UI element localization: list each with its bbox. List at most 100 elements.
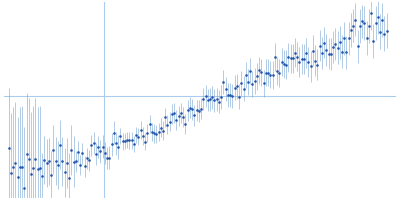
Point xyxy=(247,69,254,72)
Point xyxy=(104,156,110,159)
Point xyxy=(236,95,242,98)
Point xyxy=(120,140,126,143)
Point xyxy=(144,131,150,134)
Point xyxy=(48,174,54,177)
Point xyxy=(263,71,269,74)
Point xyxy=(23,153,30,156)
Point xyxy=(88,144,95,147)
Point xyxy=(292,51,298,54)
Point xyxy=(164,123,171,126)
Point xyxy=(303,51,309,55)
Point xyxy=(149,131,155,134)
Point xyxy=(79,151,86,155)
Point xyxy=(39,174,45,178)
Point xyxy=(131,142,137,146)
Point xyxy=(61,171,68,174)
Point xyxy=(220,81,227,84)
Point xyxy=(287,57,294,60)
Point xyxy=(8,172,14,175)
Point xyxy=(301,58,307,61)
Point xyxy=(377,30,383,33)
Point xyxy=(77,163,84,167)
Point xyxy=(234,85,240,88)
Point xyxy=(158,126,164,129)
Point xyxy=(82,165,88,168)
Point xyxy=(191,114,198,117)
Point xyxy=(214,98,220,101)
Point xyxy=(124,138,130,141)
Point xyxy=(180,115,186,118)
Point xyxy=(171,111,177,114)
Point xyxy=(184,109,191,112)
Point xyxy=(290,57,296,60)
Point xyxy=(182,122,188,125)
Point xyxy=(202,95,209,98)
Point xyxy=(343,51,350,54)
Point xyxy=(142,140,148,143)
Point xyxy=(334,46,341,49)
Point xyxy=(46,160,52,163)
Point xyxy=(6,146,12,149)
Point xyxy=(68,148,74,152)
Point xyxy=(363,36,370,40)
Point xyxy=(267,73,274,76)
Point xyxy=(93,152,99,155)
Point xyxy=(189,108,195,111)
Point xyxy=(34,167,41,170)
Point xyxy=(66,177,72,180)
Point xyxy=(198,107,204,110)
Point xyxy=(200,97,206,100)
Point xyxy=(64,162,70,165)
Point xyxy=(209,96,216,99)
Point xyxy=(70,160,77,163)
Point xyxy=(173,118,180,122)
Point xyxy=(332,42,338,46)
Point xyxy=(249,82,256,85)
Point xyxy=(245,80,251,84)
Point xyxy=(19,165,25,169)
Point xyxy=(381,32,388,35)
Point xyxy=(242,73,249,77)
Point xyxy=(225,94,231,97)
Point xyxy=(151,132,157,135)
Point xyxy=(272,56,278,59)
Point xyxy=(366,24,372,27)
Point xyxy=(211,99,218,102)
Point xyxy=(336,41,343,44)
Point xyxy=(14,175,21,179)
Point xyxy=(379,18,386,22)
Point xyxy=(270,73,276,77)
Point xyxy=(323,48,330,51)
Point xyxy=(207,98,213,101)
Point xyxy=(240,87,247,90)
Point xyxy=(294,55,300,58)
Point xyxy=(218,95,224,99)
Point xyxy=(146,122,153,125)
Point xyxy=(155,131,162,134)
Point xyxy=(95,145,101,148)
Point xyxy=(359,20,365,23)
Point xyxy=(314,63,320,66)
Point xyxy=(348,28,354,32)
Point xyxy=(372,21,379,25)
Point xyxy=(281,63,287,66)
Point xyxy=(55,163,61,167)
Point xyxy=(102,152,108,155)
Point xyxy=(216,100,222,103)
Point xyxy=(153,132,160,135)
Point xyxy=(17,166,23,169)
Point xyxy=(283,63,289,66)
Point xyxy=(252,80,258,83)
Point xyxy=(374,15,381,18)
Point xyxy=(37,166,43,170)
Point xyxy=(319,51,325,55)
Point xyxy=(72,160,79,163)
Point xyxy=(193,109,200,112)
Point xyxy=(325,52,332,55)
Point xyxy=(357,24,363,28)
Point xyxy=(28,172,34,175)
Point xyxy=(160,129,166,132)
Point xyxy=(176,115,182,118)
Point xyxy=(350,24,356,27)
Point xyxy=(354,45,361,48)
